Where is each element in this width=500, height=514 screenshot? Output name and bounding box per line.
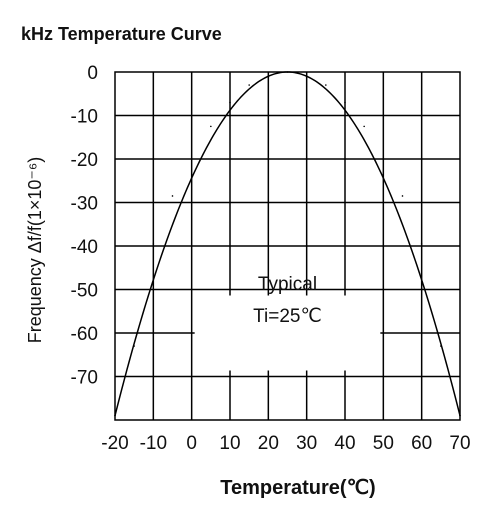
x-tick-label: 70 xyxy=(449,433,470,454)
series-point xyxy=(401,195,404,197)
series-point xyxy=(133,345,135,347)
page-title: kHz Temperature Curve xyxy=(21,24,222,44)
series-point xyxy=(382,158,385,160)
series-point xyxy=(267,74,270,77)
y-tick-label: 0 xyxy=(87,63,98,84)
annotation-ti: Ti=25℃ xyxy=(253,306,322,327)
y-tick-label: -20 xyxy=(71,150,98,171)
x-axis-ticks: -20 -10 0 10 20 30 40 50 60 70 xyxy=(101,433,470,454)
series-point xyxy=(229,101,231,104)
series-point xyxy=(248,84,250,86)
y-axis-ticks: 0 -10 -20 -30 -40 -50 -60 -70 xyxy=(71,63,98,389)
x-tick-label: 50 xyxy=(373,433,394,454)
x-tick-label: -20 xyxy=(101,433,128,454)
x-tick-label: 20 xyxy=(258,433,279,454)
series-point xyxy=(440,345,442,347)
y-tick-label: -60 xyxy=(71,324,98,345)
series-point xyxy=(325,84,327,86)
x-tick-label: 10 xyxy=(219,433,240,454)
series-point xyxy=(305,74,308,77)
y-tick-label: -70 xyxy=(71,368,98,389)
x-tick-label: 60 xyxy=(411,433,432,454)
x-axis-title: Temperature(℃) xyxy=(220,477,375,499)
y-axis-title: Frequency Δf/f(1×10⁻⁶) xyxy=(25,157,45,344)
series-point xyxy=(171,195,174,197)
x-tick-label: 40 xyxy=(334,433,355,454)
series-point xyxy=(190,158,193,160)
series-point xyxy=(363,125,365,128)
series-point xyxy=(420,243,423,245)
y-tick-label: -30 xyxy=(71,194,98,215)
y-tick-label: -50 xyxy=(71,281,98,302)
x-tick-label: 30 xyxy=(296,433,317,454)
y-tick-label: -10 xyxy=(71,107,98,128)
plot-frame xyxy=(114,71,461,421)
series-point xyxy=(344,101,346,104)
series-point xyxy=(210,125,212,128)
series-point xyxy=(152,243,155,245)
x-tick-label: -10 xyxy=(140,433,167,454)
annotation-typical: Typical xyxy=(258,274,317,295)
x-tick-label: 0 xyxy=(186,433,197,454)
annotation-box xyxy=(194,295,381,371)
y-tick-label: -40 xyxy=(71,237,98,258)
